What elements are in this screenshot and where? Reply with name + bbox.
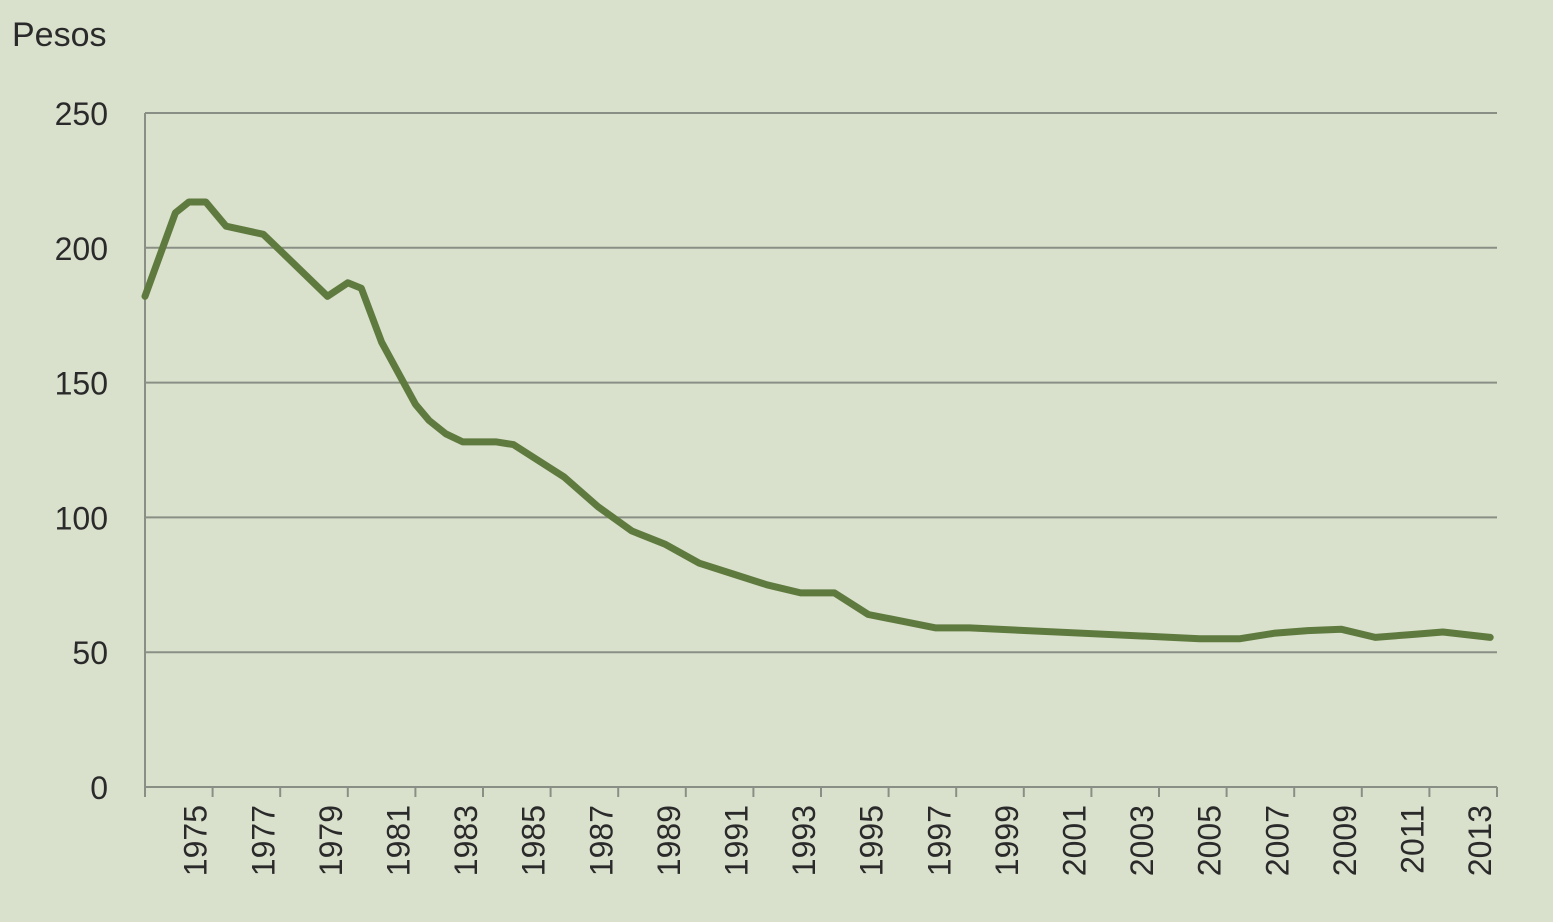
x-tick-label-2007: 2007 xyxy=(1259,805,1295,876)
y-tick-label-150: 150 xyxy=(55,366,108,402)
x-tick-label-1983: 1983 xyxy=(448,805,484,876)
y-tick-label-250: 250 xyxy=(55,96,108,132)
x-tick-label-2011: 2011 xyxy=(1395,805,1431,874)
x-tick-label-1985: 1985 xyxy=(516,805,552,876)
x-axis-tick-labels: 1975 1977 1979 1981 1983 1985 1987 1989 1991 1993… xyxy=(178,805,1498,876)
x-tick-label-1987: 1987 xyxy=(583,805,619,876)
x-tick-label-2013: 2013 xyxy=(1462,805,1498,876)
x-axis-ticks xyxy=(144,787,1498,797)
x-tick-label-2003: 2003 xyxy=(1124,805,1160,876)
x-tick-label-1997: 1997 xyxy=(921,805,957,876)
x-tick-label-1993: 1993 xyxy=(786,805,822,876)
grid-lines xyxy=(145,112,1497,654)
x-tick-label-1999: 1999 xyxy=(989,805,1025,876)
x-tick-label-1977: 1977 xyxy=(245,805,281,876)
x-tick-label-1989: 1989 xyxy=(651,805,687,876)
y-tick-label-0: 0 xyxy=(90,770,108,806)
x-tick-label-1981: 1981 xyxy=(381,805,417,876)
x-tick-label-1979: 1979 xyxy=(313,805,349,876)
y-axis-unit-label: Pesos xyxy=(12,16,107,54)
x-tick-label-2005: 2005 xyxy=(1192,805,1228,876)
x-tick-label-1991: 1991 xyxy=(719,805,755,876)
x-tick-label-1975: 1975 xyxy=(178,805,214,876)
y-axis-tick-labels: 0 50 100 150 200 250 xyxy=(55,96,108,806)
y-tick-label-50: 50 xyxy=(72,635,108,671)
x-tick-label-2009: 2009 xyxy=(1327,805,1363,876)
series-line xyxy=(141,198,1494,643)
x-tick-label-2001: 2001 xyxy=(1057,805,1093,876)
y-tick-label-200: 200 xyxy=(55,231,108,267)
y-tick-label-100: 100 xyxy=(55,500,108,536)
x-tick-label-1995: 1995 xyxy=(854,805,890,876)
